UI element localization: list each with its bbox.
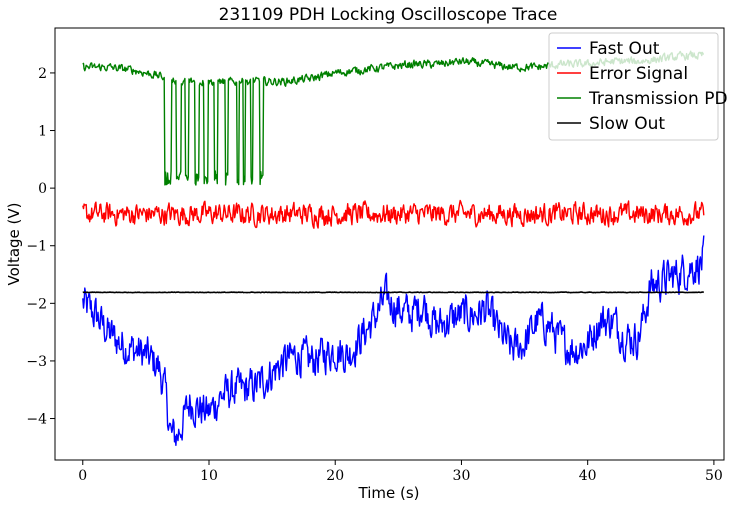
x-tick-label: 20 (326, 468, 344, 484)
series-line-error-signal (82, 199, 705, 229)
x-tick-label: 10 (200, 468, 218, 484)
legend-entry-label: Transmission PD (588, 89, 728, 109)
legend: Fast Out Error Signal Transmission PD Slow … (548, 32, 728, 141)
y-tick-label: −4 (26, 412, 47, 428)
x-tick-label: 50 (705, 468, 723, 484)
y-tick-label: 0 (38, 181, 47, 197)
x-axis-label: Time (s) (358, 484, 420, 502)
x-tick-label: 30 (453, 468, 471, 484)
y-tick-label: 1 (38, 124, 47, 140)
x-axis: 0 10 20 30 40 50 (78, 460, 723, 484)
legend-entry-label: Fast Out (589, 39, 660, 59)
legend-entry-label: Slow Out (589, 114, 665, 134)
y-tick-label: 2 (38, 66, 47, 82)
x-tick-label: 40 (579, 468, 597, 484)
legend-entry-label: Error Signal (589, 64, 688, 84)
chart-title: 231109 PDH Locking Oscilloscope Trace (219, 5, 558, 25)
series-line-slow-out (82, 291, 705, 294)
legend-frame (548, 32, 719, 141)
y-axis: −4 −3 −2 −1 0 1 2 (26, 66, 55, 428)
y-axis-label: Voltage (V) (5, 203, 23, 286)
y-tick-label: −1 (26, 239, 47, 255)
series-line-fast-out (82, 235, 705, 446)
y-tick-label: −2 (26, 296, 47, 312)
y-tick-label: −3 (26, 354, 47, 370)
x-tick-label: 0 (78, 468, 87, 484)
plot-area-frame (54, 27, 725, 461)
